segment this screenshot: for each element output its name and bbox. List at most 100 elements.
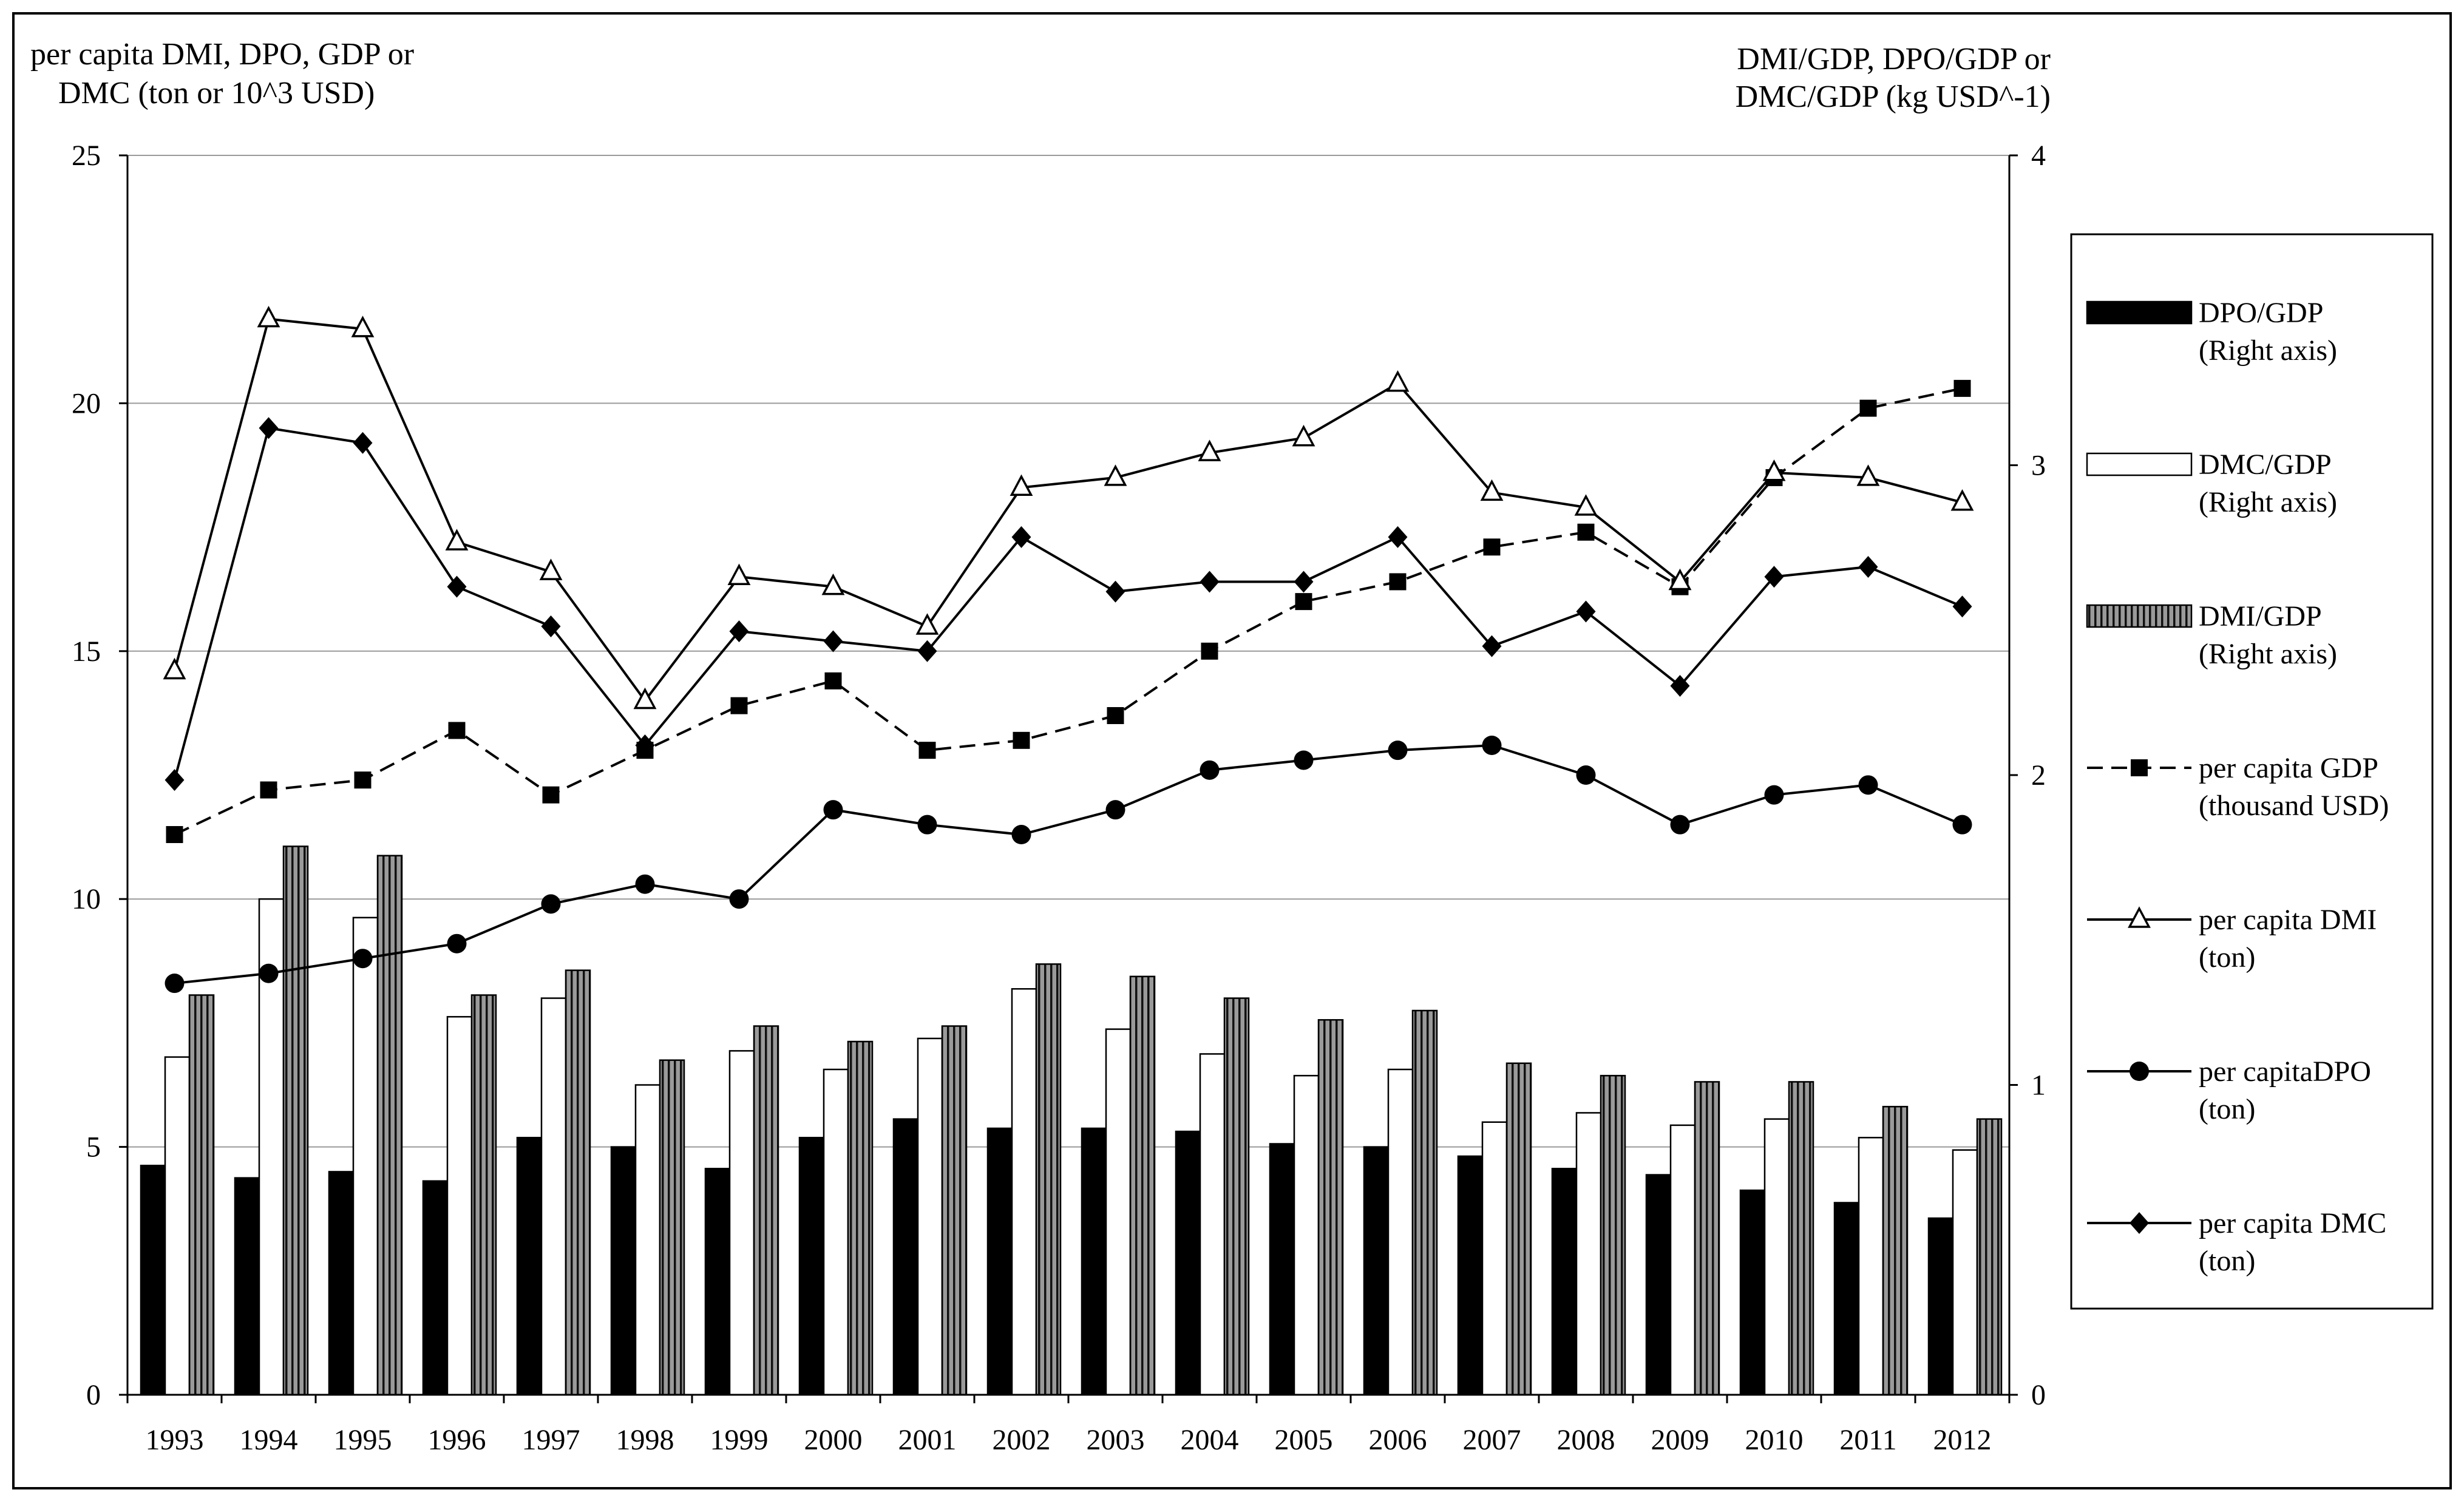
x-tick-label-2007: 2007 — [1463, 1424, 1521, 1456]
bar-marks — [140, 845, 2003, 1396]
point-dmi-2009 — [1668, 568, 1692, 591]
bar-dpo_gdp-1997 — [516, 1137, 543, 1396]
left-tick-label-25: 25 — [72, 140, 101, 172]
legend: DPO/GDP (Right axis) DMC/GDP (Right axis) DM… — [2070, 233, 2434, 1310]
x-tick-label-2005: 2005 — [1275, 1424, 1333, 1456]
x-tick-label-2012: 2012 — [1933, 1424, 1992, 1456]
point-dmi-2001 — [915, 613, 939, 635]
point-gdp-2002 — [1013, 731, 1030, 749]
bar-dmc_gdp-1998 — [634, 1084, 661, 1396]
legend-label-dmi_gdp: DMI/GDP — [2199, 600, 2322, 632]
point-gdp-1997 — [542, 786, 560, 804]
point-dmc-2011 — [1858, 555, 1878, 578]
point-dmc-1995 — [353, 432, 373, 454]
x-tick-label-2011: 2011 — [1839, 1424, 1896, 1456]
line-dmc — [173, 426, 1963, 781]
x-tick-label-1994: 1994 — [240, 1424, 298, 1456]
point-dmc-2008 — [1576, 600, 1596, 623]
point-dpo-2009 — [1670, 815, 1690, 835]
bar-dpo_gdp-2003 — [1081, 1127, 1107, 1396]
legend-note-gdp: (thousand USD) — [2199, 790, 2389, 822]
line-dmi — [173, 317, 1963, 703]
bar-dmc_gdp-2003 — [1105, 1028, 1132, 1396]
point-dmc-2012 — [1952, 595, 1972, 618]
left-tick-label-5: 5 — [86, 1131, 101, 1164]
legend-marker-dmi — [2128, 906, 2151, 928]
bar-dpo_gdp-1994 — [234, 1177, 260, 1396]
bar-dmi_gdp-2009 — [1694, 1081, 1720, 1396]
bar-dmc_gdp-2006 — [1387, 1068, 1414, 1396]
x-tick-label-2008: 2008 — [1557, 1424, 1615, 1456]
point-dmc-2009 — [1670, 674, 1690, 697]
legend-label-dpo_gdp: DPO/GDP — [2199, 297, 2323, 329]
bar-dpo_gdp-2006 — [1363, 1146, 1390, 1396]
point-dpo-2003 — [1105, 800, 1125, 820]
bar-dmi_gdp-1999 — [753, 1025, 779, 1396]
point-gdp-2006 — [1389, 573, 1407, 591]
bar-dmc_gdp-2001 — [917, 1037, 943, 1396]
point-dpo-1996 — [447, 933, 467, 954]
bar-dmi_gdp-2011 — [1882, 1105, 1909, 1396]
x-tick-label-1993: 1993 — [146, 1424, 204, 1456]
bar-dmi_gdp-1997 — [565, 969, 591, 1396]
bar-dmi_gdp-2004 — [1223, 997, 1250, 1396]
left-axis-title-line2: DMC (ton or 10^3 USD) — [58, 76, 375, 110]
point-gdp-2003 — [1107, 706, 1124, 724]
legend-swatch-dmc_gdp — [2086, 452, 2193, 476]
point-dmc-2006 — [1388, 526, 1408, 548]
point-dmi-2012 — [1950, 489, 1974, 511]
point-dpo-2005 — [1294, 750, 1314, 770]
legend-note-dmc_gdp: (Right axis) — [2199, 486, 2337, 518]
point-dmc-2007 — [1482, 635, 1502, 657]
legend-note-dmc: (ton) — [2199, 1245, 2255, 1277]
point-dmi-2006 — [1386, 370, 1410, 392]
point-gdp-2011 — [1859, 399, 1877, 417]
bar-dmc_gdp-2011 — [1858, 1137, 1884, 1396]
legend-label-dmc_gdp: DMC/GDP — [2199, 449, 2332, 481]
point-dmi-2005 — [1292, 424, 1315, 447]
point-dpo-2002 — [1011, 825, 1031, 845]
point-dmi-2010 — [1762, 459, 1786, 481]
x-tick-label-2000: 2000 — [804, 1424, 863, 1456]
line-series — [163, 305, 1974, 994]
point-dmi-2003 — [1104, 464, 1127, 486]
point-dmi-1999 — [727, 563, 751, 586]
bar-dmi_gdp-2001 — [941, 1025, 968, 1396]
legend-marker-dmc — [2130, 1212, 2149, 1234]
bar-dmc_gdp-2010 — [1763, 1118, 1790, 1396]
x-tick-label-1995: 1995 — [334, 1424, 392, 1456]
left-axis-title-line1: per capita DMI, DPO, GDP or — [30, 37, 414, 72]
x-tick-label-2006: 2006 — [1369, 1424, 1427, 1456]
legend-note-dmi: (ton) — [2199, 941, 2255, 974]
point-dmc-1997 — [541, 615, 561, 637]
right-tick-label-3: 3 — [2031, 450, 2046, 482]
point-gdp-2001 — [918, 742, 936, 759]
point-dpo-2006 — [1388, 740, 1408, 761]
bar-dmi_gdp-2005 — [1317, 1019, 1344, 1396]
bar-dmi_gdp-2003 — [1129, 975, 1156, 1396]
bar-dmc_gdp-2005 — [1293, 1074, 1320, 1396]
point-dmi-2000 — [821, 573, 845, 595]
point-gdp-2004 — [1201, 642, 1218, 660]
x-tick-label-2002: 2002 — [993, 1424, 1051, 1456]
bar-dmc_gdp-2002 — [1011, 988, 1037, 1396]
bar-dpo_gdp-2000 — [798, 1137, 825, 1396]
point-gdp-1999 — [730, 697, 748, 714]
bar-dpo_gdp-1998 — [610, 1146, 637, 1396]
point-dmc-2000 — [823, 630, 843, 652]
point-dmc-1998 — [635, 734, 655, 756]
point-dmc-2002 — [1011, 526, 1031, 548]
bar-dpo_gdp-2007 — [1457, 1155, 1484, 1396]
bar-dmi_gdp-2010 — [1788, 1081, 1814, 1396]
bar-dmi_gdp-2002 — [1035, 963, 1062, 1396]
bar-dpo_gdp-1996 — [422, 1180, 449, 1396]
right-tick-label-2: 2 — [2031, 759, 2046, 791]
x-axis-ticks: 1993 1994 1995 1996 1997 1998 1999 2000 2001 2002… — [126, 1395, 2011, 1456]
point-dmi-2004 — [1198, 439, 1221, 461]
point-dmi-2007 — [1480, 479, 1504, 501]
point-dpo-1995 — [353, 949, 373, 969]
line-dpo — [174, 744, 1963, 985]
bar-dmi_gdp-1994 — [282, 845, 309, 1396]
left-tick-label-0: 0 — [86, 1379, 101, 1411]
